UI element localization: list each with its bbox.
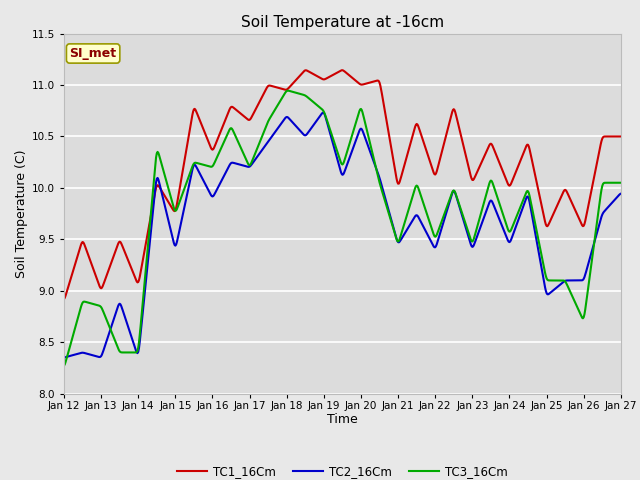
TC2_16Cm (444, 205, 451, 211)
TC2_16Cm (182, 196, 190, 202)
TC3_16Cm (182, 180, 190, 186)
TC1_16Cm (334, 69, 342, 75)
TC2_16Cm (389, 222, 397, 228)
TC1_16Cm (566, 197, 574, 203)
TC1_16Cm (389, 154, 397, 159)
TC1_16Cm (206, 143, 214, 149)
TC1_16Cm (60, 296, 68, 302)
TC3_16Cm (335, 153, 342, 158)
Y-axis label: Soil Temperature (C): Soil Temperature (C) (15, 149, 28, 278)
TC3_16Cm (617, 180, 625, 186)
TC2_16Cm (319, 110, 327, 116)
TC2_16Cm (60, 355, 68, 360)
TC1_16Cm (339, 67, 346, 73)
Title: Soil Temperature at -16cm: Soil Temperature at -16cm (241, 15, 444, 30)
TC3_16Cm (566, 289, 574, 295)
TC1_16Cm (444, 127, 451, 132)
Line: TC2_16Cm: TC2_16Cm (64, 113, 621, 358)
TC2_16Cm (206, 191, 214, 196)
TC2_16Cm (566, 277, 574, 283)
Text: SI_met: SI_met (70, 47, 116, 60)
Line: TC1_16Cm: TC1_16Cm (64, 70, 621, 299)
Line: TC3_16Cm: TC3_16Cm (64, 91, 621, 366)
TC3_16Cm (389, 224, 397, 229)
TC3_16Cm (60, 363, 68, 369)
TC1_16Cm (182, 148, 190, 154)
Legend: TC1_16Cm, TC2_16Cm, TC3_16Cm: TC1_16Cm, TC2_16Cm, TC3_16Cm (173, 461, 512, 480)
X-axis label: Time: Time (327, 413, 358, 426)
TC2_16Cm (617, 191, 625, 197)
TC3_16Cm (284, 88, 292, 94)
TC1_16Cm (617, 133, 625, 139)
TC3_16Cm (444, 202, 451, 208)
TC3_16Cm (206, 164, 214, 169)
TC2_16Cm (335, 161, 342, 167)
